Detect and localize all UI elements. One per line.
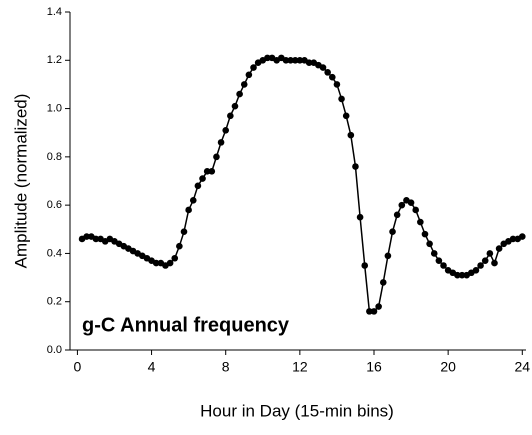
point — [92, 235, 100, 243]
point — [370, 308, 378, 315]
point — [245, 71, 253, 79]
point — [417, 218, 424, 226]
point — [83, 233, 90, 240]
point — [287, 56, 294, 64]
point — [481, 257, 489, 264]
point — [296, 56, 304, 64]
point — [217, 139, 225, 146]
point — [486, 250, 494, 257]
point — [375, 303, 382, 310]
point — [379, 279, 387, 286]
point — [180, 228, 188, 235]
point — [412, 206, 420, 214]
point — [324, 69, 331, 76]
y-tick-label: 0.0 — [47, 344, 62, 356]
point — [194, 182, 202, 190]
point — [430, 250, 438, 257]
point — [440, 262, 447, 269]
y-tick-label: 0.6 — [47, 199, 62, 211]
point — [426, 240, 433, 248]
point — [389, 228, 396, 235]
point — [199, 175, 206, 182]
y-axis-label: Amplitude (normalized) — [11, 94, 30, 269]
point — [458, 271, 466, 279]
point — [185, 206, 192, 214]
annotation: g-C Annual frequency — [82, 314, 290, 336]
y-tick-label: 1.2 — [47, 54, 62, 66]
point — [152, 259, 160, 267]
y-tick-label: 1.0 — [47, 102, 62, 114]
point — [454, 271, 461, 279]
point — [361, 262, 369, 269]
point — [477, 262, 484, 269]
x-axis-label: Hour in Day (15-min bins) — [200, 401, 394, 420]
point — [203, 168, 211, 175]
y-tick-label: 0.8 — [47, 151, 62, 163]
point — [356, 213, 364, 221]
y-tick-label: 0.4 — [47, 247, 62, 259]
point — [491, 259, 498, 267]
point — [319, 64, 327, 71]
x-tick-label: 20 — [440, 359, 456, 375]
point — [282, 56, 290, 64]
x-tick-label: 12 — [292, 359, 308, 375]
y-tick-label: 1.4 — [47, 6, 62, 18]
point — [231, 102, 239, 110]
point — [227, 112, 234, 120]
point — [189, 197, 197, 204]
x-tick-label: 16 — [366, 359, 382, 375]
point — [171, 254, 179, 262]
x-tick-label: 4 — [148, 359, 156, 375]
point — [509, 235, 517, 243]
y-tick-label: 0.2 — [47, 296, 62, 308]
point — [366, 308, 373, 315]
point — [518, 233, 526, 240]
point — [222, 127, 230, 134]
point — [264, 54, 271, 62]
point — [328, 73, 336, 81]
point — [342, 112, 350, 120]
point — [305, 59, 313, 66]
point — [393, 211, 401, 219]
point — [240, 81, 248, 88]
point — [435, 257, 443, 264]
point — [472, 267, 480, 274]
point — [333, 81, 341, 88]
point — [208, 168, 216, 175]
point — [384, 252, 392, 260]
point — [176, 242, 183, 250]
point — [347, 131, 355, 139]
point — [236, 90, 243, 98]
point — [495, 245, 503, 252]
point — [421, 230, 429, 238]
point — [398, 201, 406, 209]
point — [291, 56, 299, 64]
point — [166, 259, 174, 267]
point — [250, 64, 257, 71]
point — [213, 153, 220, 161]
point — [352, 163, 359, 170]
x-tick-label: 24 — [515, 359, 531, 375]
point — [407, 199, 415, 207]
point — [338, 95, 345, 103]
x-tick-label: 8 — [222, 359, 230, 375]
x-tick-label: 0 — [74, 359, 82, 375]
